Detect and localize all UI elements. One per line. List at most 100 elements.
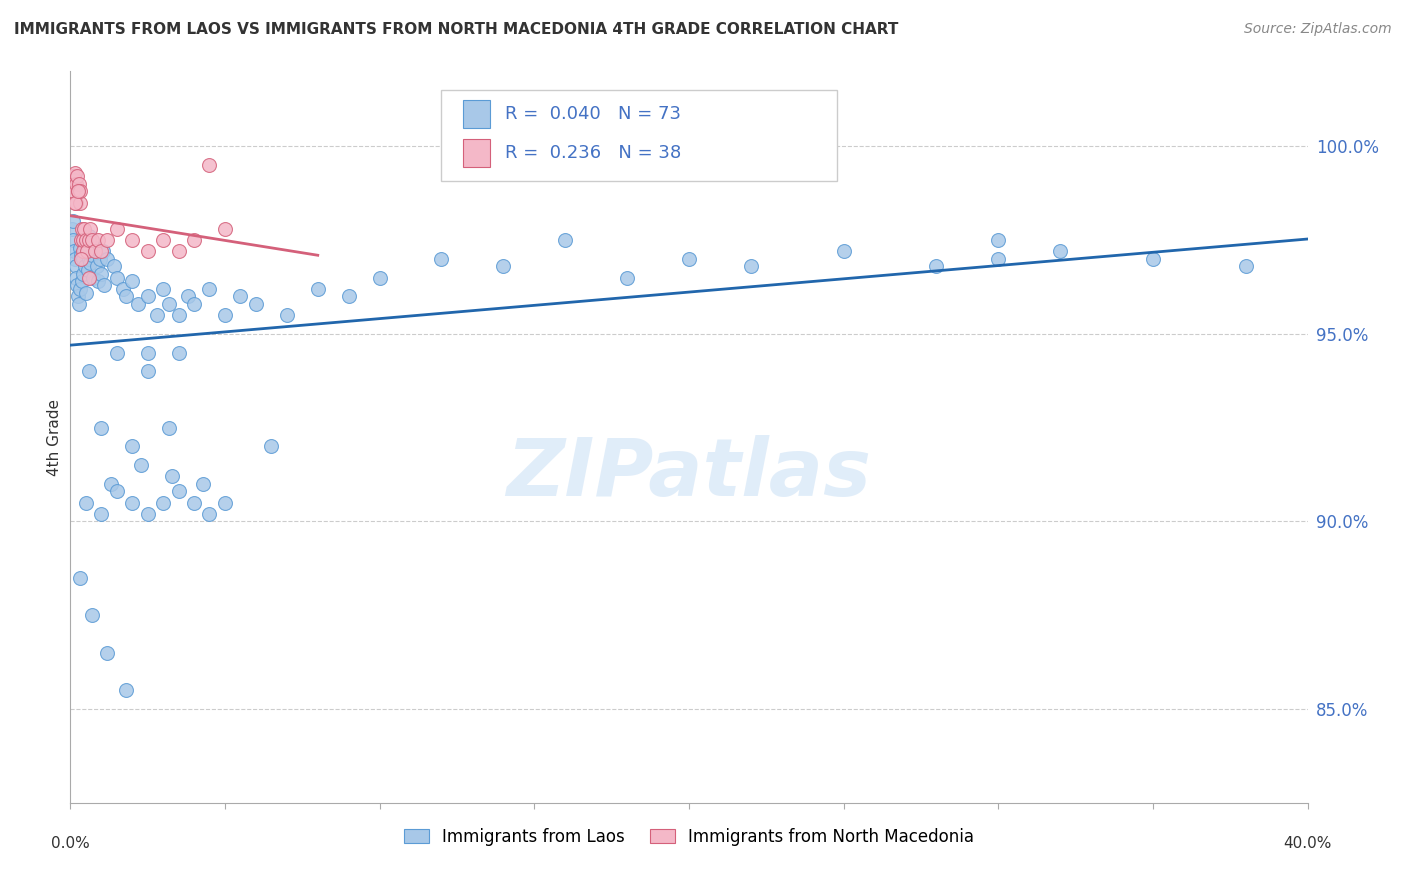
Point	[69, 571, 91, 585]
Point	[198, 158, 221, 172]
Point	[63, 173, 86, 187]
Point	[62, 169, 84, 184]
Point	[67, 289, 90, 303]
Point	[103, 260, 125, 274]
Point	[75, 233, 97, 247]
Point	[62, 214, 84, 228]
Point	[96, 233, 118, 247]
Point	[77, 270, 100, 285]
Point	[193, 477, 215, 491]
Point	[72, 267, 94, 281]
Point	[1142, 252, 1164, 266]
Point	[1234, 260, 1257, 274]
Point	[79, 252, 101, 266]
Text: Source: ZipAtlas.com: Source: ZipAtlas.com	[1244, 22, 1392, 37]
Point	[136, 364, 159, 378]
Point	[63, 195, 86, 210]
Point	[925, 260, 948, 274]
Point	[832, 244, 855, 259]
Point	[65, 195, 87, 210]
Point	[72, 233, 94, 247]
Point	[63, 252, 86, 266]
Point	[121, 496, 143, 510]
Point	[157, 297, 180, 311]
Point	[1049, 244, 1071, 259]
Point	[80, 233, 103, 247]
Point	[79, 255, 101, 269]
Point	[152, 282, 174, 296]
Point	[73, 244, 96, 259]
Point	[430, 252, 453, 266]
Point	[368, 270, 391, 285]
Point	[90, 267, 112, 281]
Text: IMMIGRANTS FROM LAOS VS IMMIGRANTS FROM NORTH MACEDONIA 4TH GRADE CORRELATION CH: IMMIGRANTS FROM LAOS VS IMMIGRANTS FROM …	[14, 22, 898, 37]
Point	[115, 683, 138, 698]
Point	[69, 185, 91, 199]
Point	[67, 185, 90, 199]
Point	[136, 507, 159, 521]
Point	[115, 289, 138, 303]
Point	[260, 440, 283, 454]
Point	[105, 345, 128, 359]
Point	[131, 458, 153, 473]
Point	[90, 507, 112, 521]
Point	[75, 285, 97, 300]
Point	[60, 177, 83, 191]
Point	[90, 420, 112, 434]
Point	[84, 244, 107, 259]
Point	[121, 274, 143, 288]
Point	[75, 233, 97, 247]
Point	[105, 222, 128, 236]
Point	[136, 289, 159, 303]
Point	[616, 270, 638, 285]
Point	[67, 185, 90, 199]
Point	[214, 222, 236, 236]
Point	[740, 260, 762, 274]
Point	[77, 364, 100, 378]
Point	[152, 496, 174, 510]
Point	[307, 282, 329, 296]
Point	[91, 244, 114, 259]
Point	[554, 233, 576, 247]
Point	[67, 177, 90, 191]
Point	[65, 260, 87, 274]
Point	[987, 252, 1010, 266]
Point	[93, 278, 115, 293]
Point	[105, 270, 128, 285]
Point	[75, 260, 97, 274]
Point	[214, 496, 236, 510]
Point	[82, 270, 105, 285]
Point	[157, 420, 180, 434]
Point	[77, 229, 100, 244]
Point	[77, 233, 100, 247]
Point	[136, 345, 159, 359]
Text: R =  0.236   N = 38: R = 0.236 N = 38	[505, 145, 681, 162]
Point	[69, 282, 91, 296]
Point	[70, 252, 93, 266]
Point	[127, 297, 149, 311]
Point	[96, 646, 118, 660]
Text: ZIPatlas: ZIPatlas	[506, 434, 872, 513]
Point	[87, 233, 110, 247]
Point	[121, 440, 143, 454]
Point	[63, 166, 86, 180]
Point	[66, 169, 89, 184]
Point	[73, 222, 96, 236]
Point	[276, 308, 298, 322]
Text: 0.0%: 0.0%	[51, 836, 90, 851]
Point	[70, 222, 93, 236]
Point	[111, 282, 134, 296]
Point	[337, 289, 360, 303]
Point	[69, 195, 91, 210]
Point	[87, 274, 110, 288]
Point	[183, 496, 205, 510]
Point	[63, 244, 86, 259]
Point	[987, 233, 1010, 247]
Point	[146, 308, 169, 322]
Point	[167, 244, 190, 259]
Text: 40.0%: 40.0%	[1284, 836, 1331, 851]
Point	[75, 496, 97, 510]
Point	[492, 260, 515, 274]
Point	[198, 507, 221, 521]
Point	[678, 252, 700, 266]
